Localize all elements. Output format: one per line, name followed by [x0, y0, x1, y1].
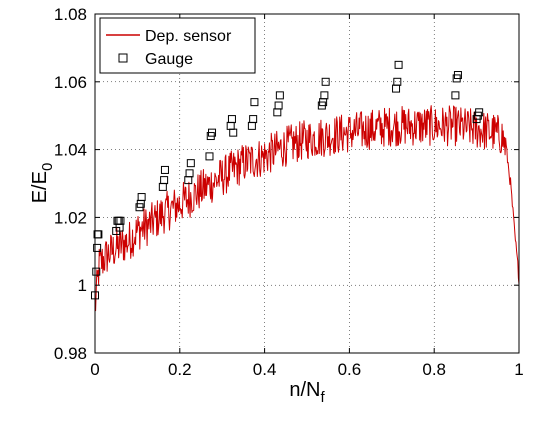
gauge-marker: [116, 216, 125, 225]
x-axis-title-sub: f: [320, 389, 325, 406]
gauge-marker: [393, 77, 402, 86]
legend-swatch-marker: [118, 53, 128, 63]
gauge-marker: [275, 91, 284, 100]
x-axis-title-main: n/N: [289, 379, 320, 401]
gauge-marker: [160, 165, 169, 174]
gauge-marker: [160, 176, 169, 185]
gauge-marker: [321, 77, 330, 86]
legend-box: [99, 17, 256, 74]
y-axis-title: E/E0: [29, 163, 56, 204]
gauge-marker: [475, 108, 484, 117]
gauge-marker: [250, 98, 259, 107]
x-tick-label: 0.4: [253, 360, 277, 379]
ticks: 0 0.2 0.4 0.6 0.8 1 0.98 1 1.02 1.04 1.06 1.08: [54, 5, 524, 379]
legend-label-series-1: Dep. sensor: [145, 28, 232, 45]
x-tick-label: 1: [514, 360, 523, 379]
series-layer: [91, 60, 520, 312]
y-tick-label: 0.98: [54, 344, 87, 363]
gauge-marker: [453, 71, 462, 80]
y-tick-label: 1: [78, 276, 87, 295]
plot-frame: [94, 13, 520, 354]
y-axis-title-sub: 0: [39, 163, 56, 171]
gauge-marker: [394, 60, 403, 69]
gauge-marker: [229, 128, 238, 137]
gauge-marker: [92, 267, 101, 276]
y-tick-label: 1.06: [54, 73, 87, 92]
gauge-marker: [205, 152, 214, 161]
x-tick-label: 0.8: [422, 360, 446, 379]
y-axis-title-main: E/E: [29, 171, 51, 203]
gauge-marker: [185, 169, 194, 178]
y-tick-label: 1.04: [54, 141, 87, 160]
y-tick-label: 1.02: [54, 208, 87, 227]
gauge-marker: [227, 115, 236, 124]
gauge-marker: [93, 243, 102, 252]
gauge-marker: [186, 159, 195, 168]
series-line-dep-sensor: [94, 105, 520, 312]
gauge-marker: [208, 128, 217, 137]
x-tick-label: 0.2: [168, 360, 192, 379]
gauge-marker: [451, 91, 460, 100]
gauge-marker: [274, 101, 283, 110]
gauge-marker: [249, 115, 258, 124]
y-tick-label: 1.08: [54, 5, 87, 24]
x-tick-label: 0.6: [338, 360, 362, 379]
legend-label-series-2: Gauge: [145, 51, 193, 68]
x-axis-title: n/Nf: [289, 379, 325, 406]
legend: Dep. sensor Gauge: [99, 17, 256, 74]
gauge-marker: [137, 193, 146, 202]
gauge-marker: [320, 91, 329, 100]
x-tick-label: 0: [90, 360, 99, 379]
